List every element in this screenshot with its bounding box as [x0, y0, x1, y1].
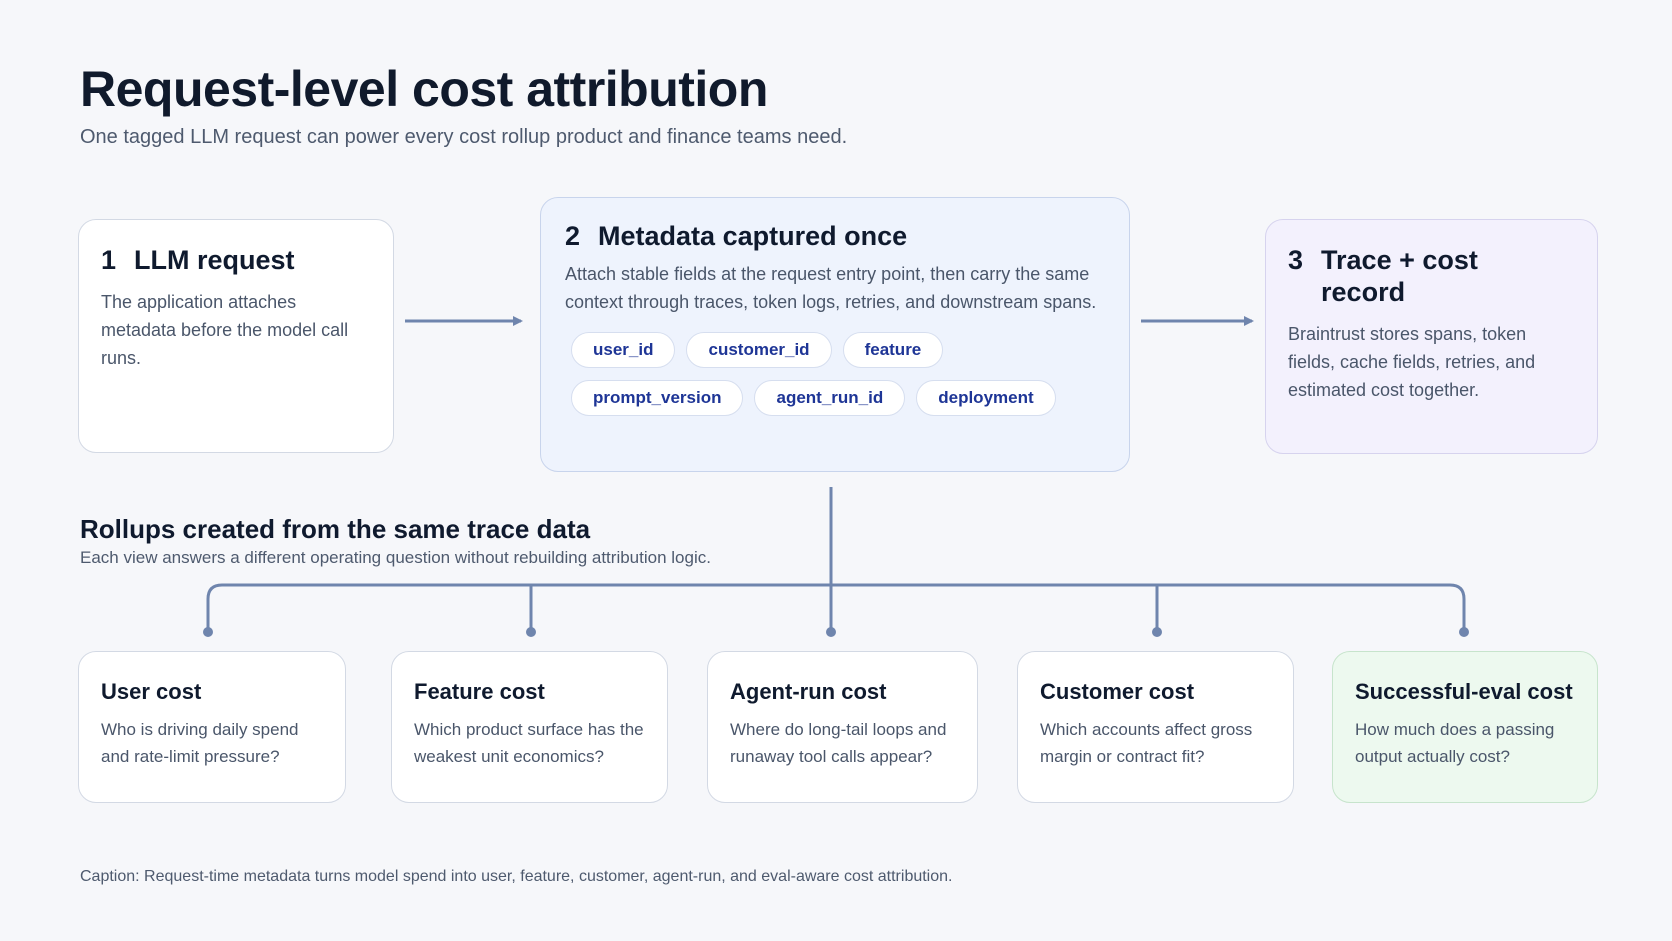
step-description: The application attaches metadata before…	[101, 292, 349, 368]
step-number: 1	[101, 245, 117, 275]
branch-bus	[206, 583, 1466, 631]
rollups-section-title: Rollups created from the same trace data	[80, 514, 591, 544]
rollup-question: Which accounts affect gross margin or co…	[1040, 720, 1253, 766]
rollup-question: How much does a passing output actually …	[1355, 720, 1555, 766]
step-title: Metadata captured once	[598, 221, 908, 251]
chip-feature: feature	[842, 332, 944, 368]
node-dot	[1459, 627, 1469, 637]
chip-agent-run-id: agent_run_id	[754, 380, 906, 416]
step-description: Attach stable fields at the request entr…	[565, 264, 1097, 312]
step-title: Trace + cost record	[1321, 245, 1478, 307]
chip-deployment: deployment	[916, 380, 1056, 416]
rollup-title: Customer cost	[1040, 679, 1195, 704]
rollup-title: User cost	[101, 679, 202, 704]
node-dot	[826, 627, 836, 637]
chip-user-id: user_id	[571, 332, 676, 368]
rollup-title: Agent-run cost	[730, 679, 887, 704]
step-title: LLM request	[134, 245, 295, 275]
step-description: Braintrust stores spans, token fields, c…	[1288, 324, 1536, 400]
rollup-card-feature-cost: Feature cost Which product surface has t…	[391, 651, 668, 803]
rollup-title: Successful-eval cost	[1355, 679, 1573, 704]
page-subtitle: One tagged LLM request can power every c…	[80, 126, 848, 148]
node-dot	[203, 627, 213, 637]
rollup-card-agent-run-cost: Agent-run cost Where do long-tail loops …	[707, 651, 978, 803]
step-card-metadata: 2 Metadata captured once Attach stable f…	[540, 197, 1130, 472]
node-dot	[1152, 627, 1162, 637]
rollup-title: Feature cost	[414, 679, 545, 704]
step-card-trace-record: 3 Trace + cost record Braintrust stores …	[1265, 219, 1598, 454]
rollups-section-subtitle: Each view answers a different operating …	[80, 548, 711, 567]
rollup-card-customer-cost: Customer cost Which accounts affect gros…	[1017, 651, 1294, 803]
rollup-question: Which product surface has the weakest un…	[414, 720, 644, 766]
figure-caption: Caption: Request-time metadata turns mod…	[80, 868, 953, 885]
rollup-question: Where do long-tail loops and runaway too…	[730, 720, 947, 766]
page-title: Request-level cost attribution	[80, 61, 768, 117]
step-number: 3	[1288, 245, 1304, 275]
rollup-question: Who is driving daily spend and rate-limi…	[101, 720, 299, 766]
step-card-llm-request: 1 LLM request The application attaches m…	[78, 219, 394, 453]
rollup-card-successful-eval-cost: Successful-eval cost How much does a pas…	[1332, 651, 1598, 803]
node-dot	[526, 627, 536, 637]
metadata-field-chips: user_id customer_id feature prompt_versi…	[565, 332, 1085, 416]
step-number: 2	[565, 221, 581, 251]
rollup-card-user-cost: User cost Who is driving daily spend and…	[78, 651, 346, 803]
chip-customer-id: customer_id	[686, 332, 832, 368]
chip-prompt-version: prompt_version	[571, 380, 744, 416]
